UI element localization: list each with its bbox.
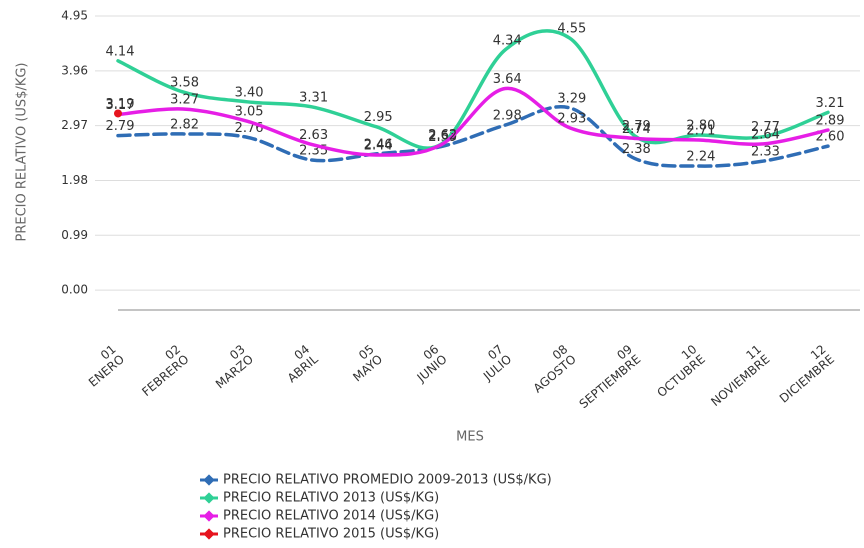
legend-label: PRECIO RELATIVO 2013 (US$/KG): [223, 491, 439, 506]
x-tick-label: 05MAYO: [342, 342, 385, 384]
data-label: 3.05: [235, 105, 264, 120]
data-label: 3.58: [170, 75, 199, 90]
legend-label: PRECIO RELATIVO PROMEDIO 2009-2013 (US$/…: [223, 473, 552, 488]
y-axis-title: PRECIO RELATIVO (US$/KG): [15, 63, 30, 242]
data-label: 3.27: [170, 93, 199, 108]
x-tick-label: 04ABRIL: [276, 341, 320, 384]
series-line: [116, 105, 830, 168]
data-label: 2.79: [106, 119, 135, 134]
data-label: 2.77: [751, 120, 780, 135]
point: [114, 109, 122, 118]
data-label: 2.93: [557, 111, 586, 126]
x-tick-label: 10OCTUBRE: [646, 342, 708, 400]
x-tick-label: 09SEPTIEMBRE: [568, 342, 643, 411]
x-tick-label: 08AGOSTO: [522, 342, 579, 396]
data-label: 3.29: [557, 91, 586, 106]
legend-label: PRECIO RELATIVO 2015 (US$/KG): [223, 527, 439, 542]
data-label: 2.63: [299, 128, 328, 143]
data-label: 3.64: [493, 72, 522, 87]
x-tick-label: 02FEBRERO: [131, 342, 192, 399]
data-label: 4.34: [493, 33, 522, 48]
data-label: 2.98: [493, 109, 522, 124]
data-label: 2.24: [686, 150, 715, 165]
data-label: 4.14: [106, 44, 135, 59]
x-tick-label: 12DICIEMBRE: [768, 342, 837, 406]
y-tick-label: 0.99: [61, 228, 88, 242]
data-label: 2.79: [622, 119, 651, 134]
data-label: 2.95: [364, 110, 393, 125]
y-tick-label: 2.97: [61, 118, 88, 132]
x-tick-label: 01ENERO: [77, 342, 126, 390]
data-label: 3.21: [816, 96, 845, 111]
y-tick-label: 4.95: [61, 9, 88, 23]
data-label: 3.31: [299, 90, 328, 105]
x-axis-title: MES: [456, 430, 484, 445]
data-label: 3.19: [106, 97, 135, 112]
data-label: 2.38: [622, 142, 651, 157]
legend-marker: [203, 492, 215, 504]
data-label: 2.80: [686, 119, 715, 134]
y-tick-label: 0.00: [61, 283, 88, 297]
data-label: 2.82: [170, 117, 199, 132]
x-tick-label: 11NOVIEMBRE: [700, 342, 773, 409]
data-label: 2.74: [622, 122, 651, 137]
data-label: 2.44: [364, 138, 393, 153]
data-label: 2.64: [751, 127, 780, 142]
data-label: 2.89: [816, 114, 845, 129]
series-line: [116, 29, 830, 150]
data-label: 4.55: [557, 22, 586, 37]
legend-label: PRECIO RELATIVO 2014 (US$/KG): [223, 509, 439, 524]
data-label: 3.17: [106, 98, 135, 113]
y-tick-label: 3.96: [61, 63, 88, 77]
x-tick-label: 07JULIO: [471, 342, 514, 384]
y-tick-label: 1.98: [61, 173, 88, 187]
data-label: 2.33: [751, 145, 780, 160]
legend-marker: [203, 528, 215, 540]
legend-marker: [203, 474, 215, 486]
data-label: 3.40: [235, 85, 264, 100]
data-label: 2.46: [364, 137, 393, 152]
data-label: 2.60: [816, 130, 845, 145]
legend-marker: [203, 510, 215, 522]
x-tick-label: 06JUNIO: [405, 342, 449, 385]
x-tick-label: 03MARZO: [204, 342, 256, 391]
data-label: 2.62: [428, 129, 457, 144]
data-label: 2.71: [686, 124, 715, 139]
series-line: [116, 86, 830, 157]
